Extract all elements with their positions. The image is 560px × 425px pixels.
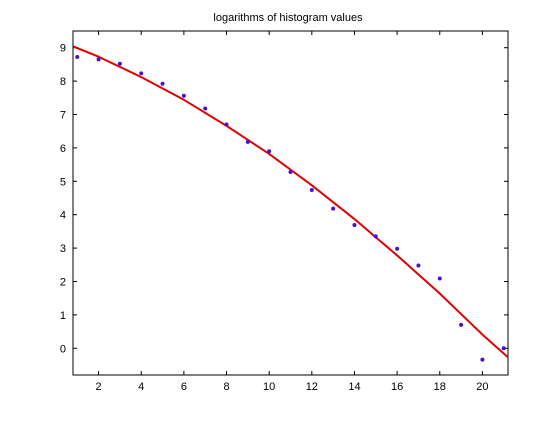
x-tick-label: 14 bbox=[348, 381, 360, 393]
data-point bbox=[224, 122, 229, 127]
data-point bbox=[75, 55, 80, 60]
y-tick-label: 8 bbox=[60, 76, 66, 88]
x-tick-label: 18 bbox=[434, 381, 446, 393]
data-point bbox=[352, 223, 357, 228]
y-tick-label: 3 bbox=[60, 243, 66, 255]
data-point bbox=[181, 93, 186, 98]
x-tick-label: 16 bbox=[391, 381, 403, 393]
data-point bbox=[480, 357, 485, 362]
y-tick-label: 7 bbox=[60, 109, 66, 121]
data-point bbox=[331, 206, 336, 211]
y-tick-label: 0 bbox=[60, 343, 66, 355]
x-tick-label: 20 bbox=[476, 381, 488, 393]
y-tick-label: 2 bbox=[60, 276, 66, 288]
data-point bbox=[139, 71, 144, 76]
y-tick-label: 5 bbox=[60, 176, 66, 188]
data-point bbox=[437, 276, 442, 281]
axes-box bbox=[72, 30, 509, 376]
y-tick-label: 9 bbox=[60, 43, 66, 55]
data-point bbox=[160, 81, 165, 86]
y-tick-label: 6 bbox=[60, 143, 66, 155]
data-point bbox=[395, 246, 400, 251]
data-point bbox=[267, 149, 272, 154]
data-point bbox=[416, 263, 421, 268]
data-point bbox=[288, 169, 293, 174]
data-point bbox=[203, 106, 208, 111]
x-tick-label: 2 bbox=[96, 381, 102, 393]
chart-title: logarithms of histogram values bbox=[213, 12, 363, 24]
y-tick-label: 1 bbox=[60, 310, 66, 322]
data-point bbox=[459, 322, 464, 327]
data-point bbox=[309, 187, 314, 192]
data-point bbox=[117, 61, 122, 66]
x-tick-label: 8 bbox=[223, 381, 229, 393]
x-tick-label: 6 bbox=[181, 381, 187, 393]
fit-curve bbox=[73, 45, 508, 359]
data-point bbox=[373, 234, 378, 239]
x-tick-label: 12 bbox=[306, 381, 318, 393]
x-tick-label: 10 bbox=[263, 381, 275, 393]
x-tick-label: 4 bbox=[138, 381, 144, 393]
data-point bbox=[501, 346, 506, 351]
data-point bbox=[96, 57, 101, 62]
y-tick-label: 4 bbox=[60, 210, 66, 222]
data-point bbox=[245, 139, 250, 144]
